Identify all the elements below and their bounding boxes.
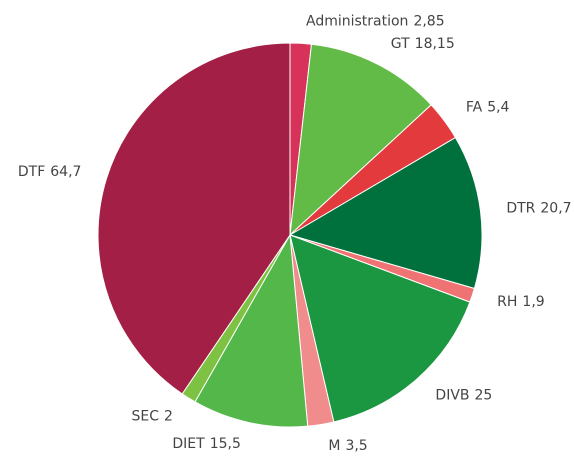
slice-label: SEC 2: [131, 409, 172, 425]
slice-value: 1,9: [522, 294, 544, 310]
slice-value: 18,15: [415, 36, 455, 52]
slice-value: 64,7: [50, 164, 81, 180]
pie-slice: [288, 136, 483, 290]
slice-category: GT: [391, 36, 410, 52]
slice-category: SEC: [131, 409, 159, 425]
slice-category: DTR: [506, 200, 535, 216]
slice-label: M 3,5: [328, 438, 367, 454]
slice-label: DTR 20,7: [506, 200, 571, 216]
slice-value: 15,5: [210, 436, 241, 452]
slice-label: FA 5,4: [466, 99, 510, 115]
slice-label: RH 1,9: [497, 294, 545, 310]
slice-value: 25: [475, 388, 493, 404]
slice-category: RH: [497, 294, 517, 310]
slice-label: DTF 64,7: [18, 164, 82, 180]
slice-value: 2,85: [413, 13, 444, 29]
slice-category: DIET: [172, 436, 205, 452]
pie-slice: [289, 43, 432, 237]
slice-category: DTF: [18, 164, 45, 180]
slice-category: FA: [466, 99, 483, 115]
slice-value: 5,4: [487, 99, 509, 115]
slice-label: Administration 2,85: [306, 13, 445, 29]
slice-value: 2: [164, 409, 173, 425]
slice-category: Administration: [306, 13, 408, 29]
pie-slice: [97, 42, 291, 395]
slice-category: DIVB: [435, 388, 469, 404]
slice-value: 20,7: [540, 200, 571, 216]
slice-label: DIET 15,5: [172, 436, 240, 452]
slice-value: 3,5: [345, 438, 367, 454]
slice-category: M: [328, 438, 340, 454]
slice-label: DIVB 25: [435, 388, 492, 404]
pie-slice: [289, 234, 471, 423]
slice-label: GT 18,15: [391, 36, 455, 52]
pie-slice: [194, 233, 309, 428]
